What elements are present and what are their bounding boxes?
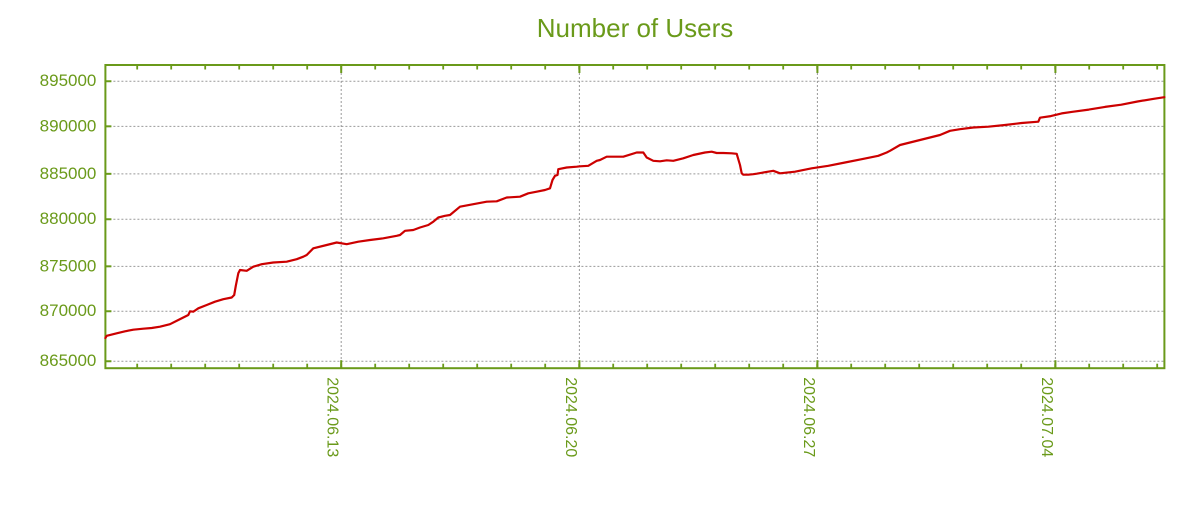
svg-text:870000: 870000 [40,301,97,320]
svg-text:2024.06.13: 2024.06.13 [324,377,341,457]
svg-text:880000: 880000 [40,209,97,228]
svg-text:885000: 885000 [40,164,97,183]
svg-text:2024.06.27: 2024.06.27 [800,377,817,457]
svg-text:Number of Users: Number of Users [537,13,734,43]
svg-text:2024.06.20: 2024.06.20 [562,377,579,457]
svg-text:875000: 875000 [40,256,97,275]
svg-text:895000: 895000 [40,71,97,90]
svg-text:865000: 865000 [40,351,97,370]
svg-text:890000: 890000 [40,116,97,135]
svg-text:2024.07.04: 2024.07.04 [1038,377,1055,457]
